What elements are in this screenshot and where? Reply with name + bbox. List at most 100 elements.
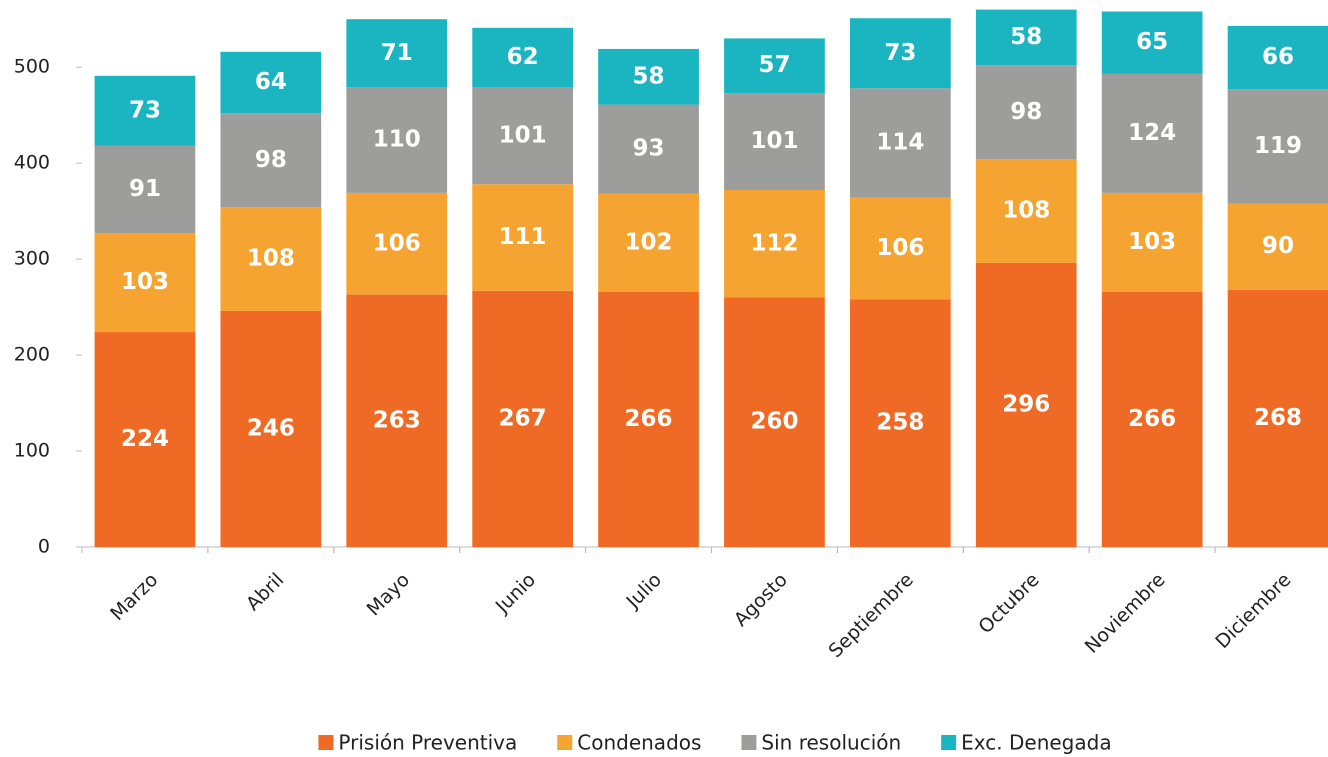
- bar-segment: [220, 51, 322, 114]
- data-label: 58: [633, 63, 665, 89]
- bar-segment: [598, 193, 699, 292]
- data-label: 62: [507, 44, 539, 70]
- bar-segment: [94, 233, 196, 333]
- legend-label: Condenados: [577, 731, 701, 755]
- bar-segment: [94, 75, 196, 146]
- data-label: 65: [1136, 29, 1168, 55]
- data-label: 73: [129, 97, 161, 123]
- legend-label: Exc. Denegada: [961, 731, 1111, 755]
- data-label: 93: [633, 136, 665, 162]
- bar-segment: [1101, 73, 1203, 193]
- data-label: 124: [1128, 120, 1176, 146]
- data-label: 57: [758, 52, 790, 78]
- data-label: 98: [255, 147, 287, 173]
- x-tick-label: Marzo: [106, 569, 162, 625]
- bar-segment: [598, 48, 699, 105]
- legend: Prisión Preventiva Condenados Sin resoluci…: [318, 731, 1112, 755]
- data-label: 258: [876, 410, 924, 436]
- legend-swatch: [741, 735, 757, 750]
- y-tick-label: 400: [14, 152, 50, 174]
- data-label: 246: [247, 415, 295, 441]
- data-label: 103: [1128, 229, 1176, 255]
- bar-segment: [849, 88, 951, 198]
- bar-segment: [849, 18, 951, 89]
- y-tick-label: 200: [14, 344, 50, 366]
- bar-segment: [472, 290, 574, 547]
- data-label: 119: [1254, 133, 1302, 159]
- x-tick-label: Abril: [242, 569, 288, 615]
- data-label: 71: [381, 40, 413, 66]
- legend-label: Prisión Preventiva: [338, 731, 517, 755]
- data-label: 108: [247, 246, 295, 272]
- y-tick-label: 100: [14, 440, 50, 462]
- x-tick-label: Septiembre: [825, 569, 918, 662]
- bar-segment: [1101, 11, 1203, 74]
- data-label: 106: [876, 235, 924, 261]
- x-tick-label: Agosto: [730, 569, 792, 631]
- data-label: 66: [1262, 44, 1294, 70]
- bar-segment: [1227, 203, 1328, 290]
- bar-segment: [1101, 192, 1203, 292]
- data-label: 111: [499, 224, 547, 250]
- bar-segment: [849, 197, 951, 300]
- bar-segment: [346, 294, 448, 547]
- bar-segment: [346, 87, 448, 193]
- legend-swatch: [941, 735, 957, 750]
- data-label: 296: [1002, 391, 1050, 417]
- bar-segment: [724, 190, 825, 298]
- data-label: 266: [1128, 406, 1176, 432]
- legend-swatch: [318, 735, 334, 750]
- data-label: 98: [1010, 99, 1042, 125]
- x-tick-label: Diciembre: [1211, 569, 1295, 653]
- data-label: 224: [121, 426, 169, 452]
- x-tick-label: Mayo: [363, 569, 415, 621]
- data-label: 110: [373, 127, 421, 153]
- data-label: 103: [121, 269, 169, 295]
- x-tick-label: Octubre: [974, 569, 1043, 638]
- bar-segment: [346, 192, 448, 295]
- data-label: 263: [373, 407, 421, 433]
- x-tick-label: Junio: [491, 569, 540, 618]
- data-label: 260: [750, 409, 798, 435]
- bar-segment: [94, 145, 196, 234]
- data-label: 106: [373, 230, 421, 256]
- bar-segment: [1227, 25, 1328, 90]
- bar-segment: [724, 297, 825, 547]
- bar-segment: [849, 299, 951, 547]
- legend-label: Sin resolución: [761, 731, 901, 755]
- bar-segment: [598, 291, 699, 547]
- data-label: 267: [499, 405, 547, 431]
- bar-segment: [220, 113, 322, 208]
- bar-segment: [598, 104, 699, 194]
- bar-segment: [472, 184, 574, 291]
- data-label: 101: [499, 122, 547, 148]
- bar-segment: [472, 87, 574, 185]
- y-tick-label: 500: [14, 56, 50, 78]
- bar-segment: [724, 38, 825, 94]
- bar-segment: [975, 9, 1077, 66]
- legend-swatch: [557, 735, 573, 750]
- data-label: 102: [625, 229, 673, 255]
- x-tick-label: Julio: [622, 569, 666, 613]
- bar-segment: [975, 159, 1077, 263]
- data-label: 90: [1262, 233, 1294, 259]
- bar-segment: [975, 262, 1077, 547]
- data-label: 268: [1254, 405, 1302, 431]
- bar-segment: [724, 93, 825, 191]
- bar-segment: [346, 19, 448, 88]
- bar-segment: [1227, 289, 1328, 547]
- data-label: 58: [1010, 24, 1042, 50]
- data-label: 64: [255, 69, 287, 95]
- data-label: 266: [625, 406, 673, 432]
- bar-segment: [220, 207, 322, 311]
- x-tick-label: Noviembre: [1081, 569, 1170, 658]
- data-label: 73: [884, 40, 916, 66]
- bar-segment: [472, 27, 574, 88]
- data-label: 112: [750, 230, 798, 256]
- y-tick-label: 300: [14, 248, 50, 270]
- bar-segment: [975, 65, 1077, 160]
- data-label: 114: [876, 129, 924, 155]
- bar-segment: [220, 310, 322, 547]
- bar-segment: [1101, 291, 1203, 547]
